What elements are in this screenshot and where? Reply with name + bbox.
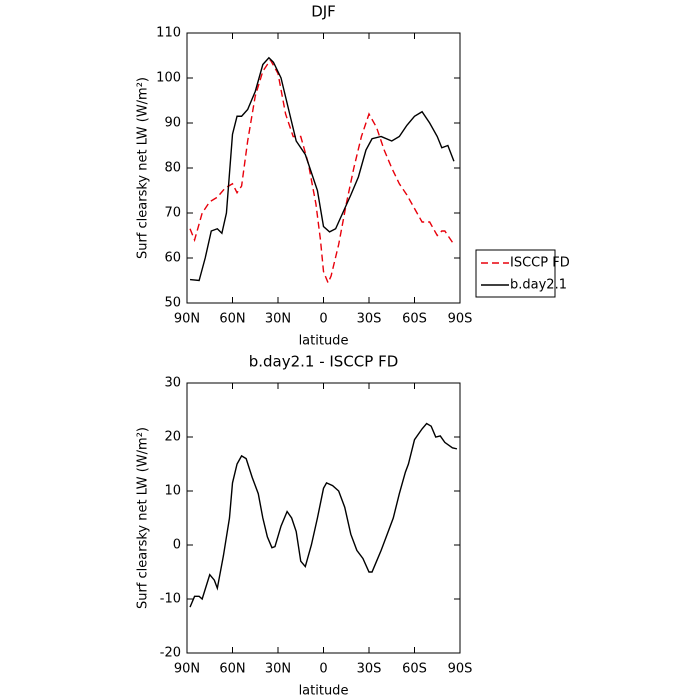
y-tick-label: 30 xyxy=(164,376,181,391)
y-tick-label: 110 xyxy=(156,26,181,41)
y-tick-label: 50 xyxy=(164,296,181,311)
x-tick-label: 60N xyxy=(219,662,245,677)
x-tick-label: 30S xyxy=(357,662,382,677)
x-tick-label: 30N xyxy=(265,312,291,327)
data-line xyxy=(189,422,458,608)
x-tick-label: 60S xyxy=(402,312,427,327)
y-tick-label: 20 xyxy=(164,430,181,445)
x-tick-label: 60N xyxy=(219,312,245,327)
y-tick-label: -20 xyxy=(160,646,181,661)
y-tick-label: 90 xyxy=(164,116,181,131)
x-axis-label: latitude xyxy=(299,334,349,349)
y-tick-label: -10 xyxy=(160,592,181,607)
y-axis-label: Surf clearsky net LW (W/m²) xyxy=(136,427,151,609)
y-tick-label: 60 xyxy=(164,251,181,266)
x-tick-label: 60S xyxy=(402,662,427,677)
x-tick-label: 30S xyxy=(357,312,382,327)
y-axis-label: Surf clearsky net LW (W/m²) xyxy=(136,77,151,259)
x-tick-label: 90N xyxy=(174,662,200,677)
chart-title: b.day2.1 - ISCCP FD xyxy=(249,353,399,371)
legend-box xyxy=(475,249,556,298)
plot-frame xyxy=(186,382,461,654)
x-tick-label: 0 xyxy=(319,662,327,677)
legend-label: ISCCP FD xyxy=(510,256,570,271)
x-tick-label: 90S xyxy=(448,662,473,677)
y-tick-label: 100 xyxy=(156,71,181,86)
x-tick-label: 0 xyxy=(319,312,327,327)
y-tick-label: 0 xyxy=(173,538,181,553)
y-tick-label: 70 xyxy=(164,206,181,221)
x-tick-label: 90N xyxy=(174,312,200,327)
legend-label: b.day2.1 xyxy=(510,278,567,293)
data-line xyxy=(189,56,455,282)
y-tick-label: 80 xyxy=(164,161,181,176)
plot-frame xyxy=(186,32,461,304)
x-tick-label: 90S xyxy=(448,312,473,327)
y-tick-label: 10 xyxy=(164,484,181,499)
x-axis-label: latitude xyxy=(299,684,349,699)
x-tick-label: 30N xyxy=(265,662,291,677)
data-line xyxy=(189,58,454,285)
chart-title: DJF xyxy=(311,3,336,21)
